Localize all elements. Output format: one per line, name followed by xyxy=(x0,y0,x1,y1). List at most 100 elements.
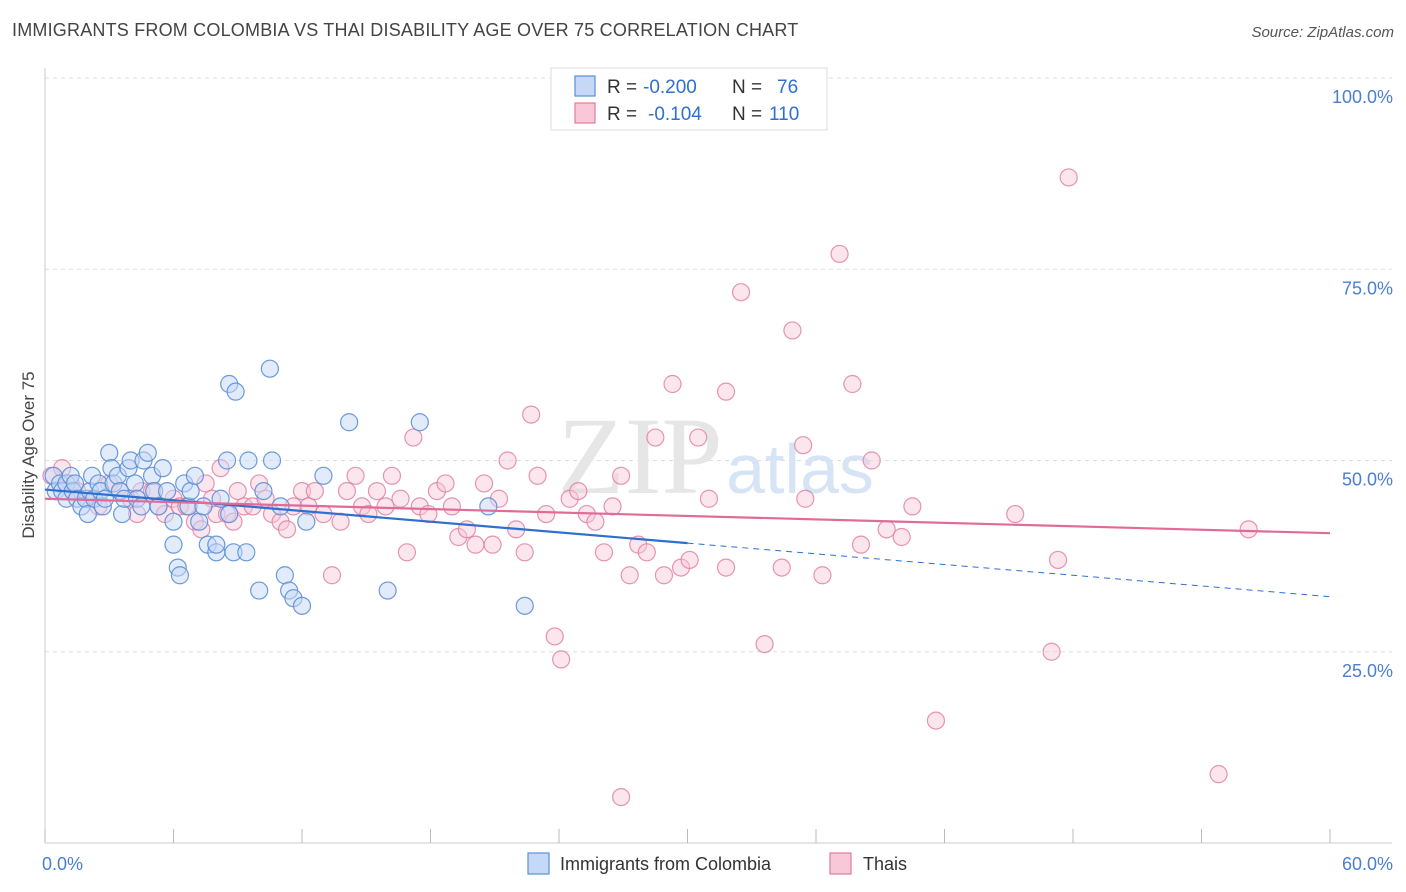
thais-point xyxy=(322,566,342,585)
colombia-point xyxy=(157,482,177,501)
colombia-point xyxy=(239,451,258,470)
thais-point xyxy=(1209,765,1228,784)
thais-point xyxy=(594,543,614,562)
legend-swatch-pink xyxy=(574,102,596,124)
thais-point xyxy=(663,374,682,394)
bottom-legend-colombia: Immigrants from Colombia xyxy=(560,854,772,874)
thais-point xyxy=(1042,642,1061,661)
colombia-point xyxy=(220,504,239,524)
colombia-point xyxy=(254,482,273,501)
thais-point xyxy=(620,566,639,585)
thais-point xyxy=(680,550,699,570)
legend-r-label-1: R = xyxy=(607,77,637,98)
thais-point xyxy=(228,482,247,501)
thais-point xyxy=(637,543,656,562)
thais-point xyxy=(716,382,736,401)
thais-point xyxy=(646,428,665,447)
colombia-point xyxy=(164,512,183,531)
colombia-point xyxy=(378,581,397,600)
legend-n-value-1: 76 xyxy=(777,77,798,98)
bottom-legend-swatch-pink xyxy=(829,852,852,875)
watermark-atlas: atlas xyxy=(726,430,874,508)
trend-lines xyxy=(44,488,1331,598)
thais-point xyxy=(545,627,564,646)
colombia-trend-line xyxy=(44,488,688,545)
y-tick-label: 75.0% xyxy=(1342,278,1393,298)
thais-point xyxy=(483,535,502,554)
colombia-point xyxy=(340,413,359,432)
colombia-point xyxy=(100,443,119,462)
thais-point xyxy=(1059,168,1078,187)
colombia-point xyxy=(262,451,282,470)
thais-point xyxy=(474,474,494,493)
thais-point xyxy=(337,482,357,501)
thais-point xyxy=(813,566,832,585)
chart-source: Source: ZipAtlas.com xyxy=(1251,24,1394,41)
thais-point xyxy=(346,466,365,485)
y-tick-label: 100.0% xyxy=(1332,87,1393,107)
colombia-point xyxy=(226,382,245,401)
thais-point xyxy=(442,497,462,516)
bottom-legend-thais: Thais xyxy=(863,854,907,874)
colombia-point xyxy=(185,466,205,485)
thais-point xyxy=(569,482,588,501)
colombia-point xyxy=(181,482,200,501)
thais-point xyxy=(376,497,395,516)
legend-r-value-2: -0.104 xyxy=(648,104,702,125)
colombia-point xyxy=(237,543,256,562)
thais-point xyxy=(391,489,410,508)
axes xyxy=(44,68,1392,844)
thais-point xyxy=(552,650,571,669)
thais-point xyxy=(586,512,605,531)
legend-r-label-2: R = xyxy=(607,104,637,125)
colombia-point xyxy=(297,512,316,531)
thais-point xyxy=(498,451,517,470)
legend-n-value-2: 110 xyxy=(769,104,799,125)
thais-point xyxy=(796,489,815,508)
thais-point xyxy=(877,520,896,539)
colombia-point xyxy=(515,596,534,615)
thais-point xyxy=(892,527,911,547)
colombia-point xyxy=(112,504,132,524)
y-tick-label: 50.0% xyxy=(1342,470,1393,490)
thais-point xyxy=(716,558,736,577)
thais-point xyxy=(1006,504,1025,524)
colombia-point xyxy=(217,451,237,470)
thais-point xyxy=(612,787,631,807)
thais-point xyxy=(783,321,802,340)
colombia-point xyxy=(410,413,429,432)
thais-point xyxy=(794,436,813,455)
thais-point xyxy=(537,504,556,524)
colombia-point xyxy=(292,596,312,615)
thais-point xyxy=(382,466,402,485)
colombia-point xyxy=(190,512,209,531)
bottom-legend-swatch-blue xyxy=(527,852,550,875)
thais-point xyxy=(851,535,871,554)
y-axis-label: Disability Age Over 75 xyxy=(19,371,38,538)
legend-n-label-1: N = xyxy=(732,77,762,98)
colombia-point xyxy=(194,497,213,516)
thais-point xyxy=(436,474,455,493)
thais-point xyxy=(1048,550,1068,570)
colombia-trend-extension xyxy=(687,542,1331,598)
thais-point xyxy=(699,489,719,508)
colombia-point xyxy=(164,535,183,554)
thais-point xyxy=(689,428,708,447)
thais-point xyxy=(397,543,417,562)
thais-point xyxy=(654,566,674,585)
colombia-point xyxy=(275,566,294,585)
colombia-point xyxy=(314,466,333,485)
thais-trend-line xyxy=(44,497,1331,535)
x-tick-label: 60.0% xyxy=(1342,854,1393,874)
colombia-point xyxy=(125,474,145,493)
legend-swatch-blue xyxy=(574,75,596,97)
colombia-point xyxy=(250,581,269,600)
thais-point xyxy=(292,482,312,501)
thais-point xyxy=(404,428,423,447)
thais-point xyxy=(367,482,387,501)
colombia-point xyxy=(138,443,157,462)
thais-point xyxy=(515,543,534,562)
thais-point xyxy=(612,466,631,485)
colombia-point xyxy=(479,497,498,516)
